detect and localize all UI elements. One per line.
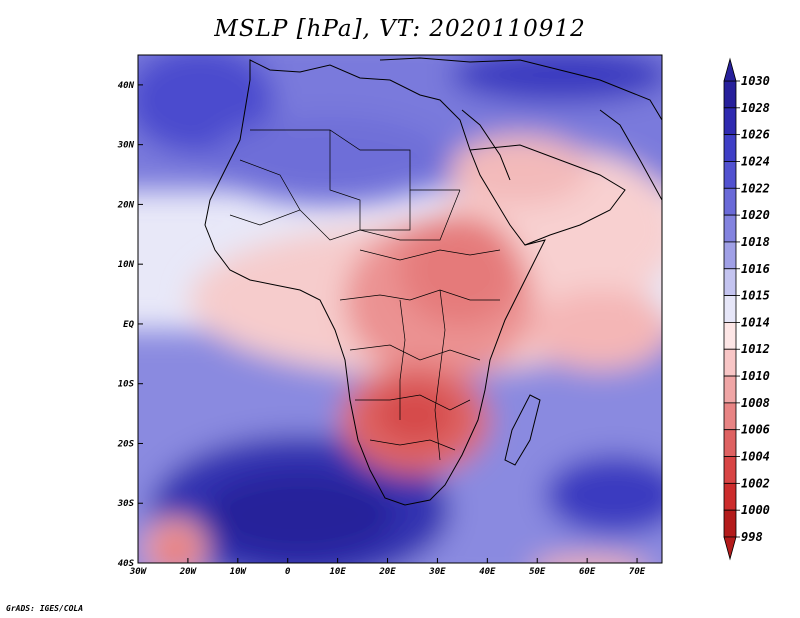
lat-label: 10N xyxy=(118,260,135,270)
colorbar-label: 1002 xyxy=(741,476,770,490)
map-title: MSLP [hPa], VT: 2020110912 xyxy=(214,16,586,42)
colorbar-label: 1015 xyxy=(741,289,770,303)
colorbar-swatch xyxy=(723,241,737,270)
colorbar-label: 1022 xyxy=(741,181,770,195)
colorbar-label: 1000 xyxy=(741,503,770,517)
colorbar-swatch xyxy=(723,268,737,296)
colorbar-top-arrow xyxy=(723,57,737,82)
colorbar-label: 1006 xyxy=(741,423,770,437)
colorbar-label: 1004 xyxy=(741,450,770,464)
colorbar-swatch xyxy=(723,348,737,377)
colorbar-label: 1010 xyxy=(741,369,770,383)
map-frame xyxy=(137,54,663,564)
colorbar-swatch xyxy=(723,509,737,538)
colorbar-swatch xyxy=(723,134,737,162)
colorbar-label: 1030 xyxy=(741,74,770,88)
lon-label: 40E xyxy=(479,567,496,577)
grads-credit: GrADS: IGES/COLA xyxy=(6,604,84,613)
colorbar-swatch xyxy=(723,322,737,350)
colorbar-swatch xyxy=(723,107,737,136)
lat-label: 40S xyxy=(118,559,135,569)
colorbar-label: 1012 xyxy=(741,342,770,356)
colorbar-label: 1008 xyxy=(741,396,770,410)
colorbar-swatch xyxy=(723,375,737,404)
lon-label: 10E xyxy=(329,567,346,577)
lon-label: 50E xyxy=(529,567,546,577)
lat-label: EQ xyxy=(123,320,134,330)
colorbar-swatch xyxy=(723,482,737,511)
lon-label: 10W xyxy=(230,567,248,577)
colorbar-label: 1014 xyxy=(741,315,770,329)
longitude-axis: 30W 20W 10W 0 10E 20E 30E 40E 50E 60E 70E xyxy=(129,558,646,577)
lat-label: 40N xyxy=(118,81,135,91)
lat-label: 20N xyxy=(117,200,135,210)
lat-label: 20S xyxy=(117,439,135,449)
lon-label: 70E xyxy=(629,567,646,577)
colorbar: 1030 1028 1026 1024 1022 1020 1018 1016 1015 1014… xyxy=(723,57,770,561)
colorbar-bottom-arrow xyxy=(723,536,737,561)
colorbar-label: 1024 xyxy=(741,154,770,168)
lon-label: 20E xyxy=(378,567,396,577)
coastlines xyxy=(204,57,662,506)
colorbar-label: 1016 xyxy=(741,262,770,276)
lat-label: 30S xyxy=(117,499,135,509)
lon-label: 60E xyxy=(579,567,596,577)
colorbar-swatch xyxy=(723,187,737,216)
colorbar-swatch xyxy=(723,456,737,484)
lon-label: 0 xyxy=(285,567,291,577)
latitude-axis: 40N 30N 20N 10N EQ 10S 20S 30S 40S xyxy=(117,81,143,569)
colorbar-swatch xyxy=(723,80,737,109)
lat-label: 10S xyxy=(118,380,135,390)
colorbar-label: 1020 xyxy=(741,208,770,222)
colorbar-swatch xyxy=(723,295,737,323)
lat-label: 30N xyxy=(117,141,135,151)
colorbar-label: 998 xyxy=(741,530,763,544)
colorbar-swatch xyxy=(723,161,737,189)
colorbar-swatch xyxy=(723,429,737,457)
colorbar-label: 1018 xyxy=(741,235,770,249)
colorbar-label: 1026 xyxy=(741,128,770,142)
colorbar-swatch xyxy=(723,402,737,431)
pressure-field xyxy=(138,55,662,563)
lon-label: 30E xyxy=(428,567,446,577)
colorbar-label: 1028 xyxy=(741,101,770,115)
colorbar-swatch xyxy=(723,214,737,243)
lon-label: 30W xyxy=(129,567,148,577)
country-borders xyxy=(229,129,501,461)
lon-label: 20W xyxy=(179,567,198,577)
